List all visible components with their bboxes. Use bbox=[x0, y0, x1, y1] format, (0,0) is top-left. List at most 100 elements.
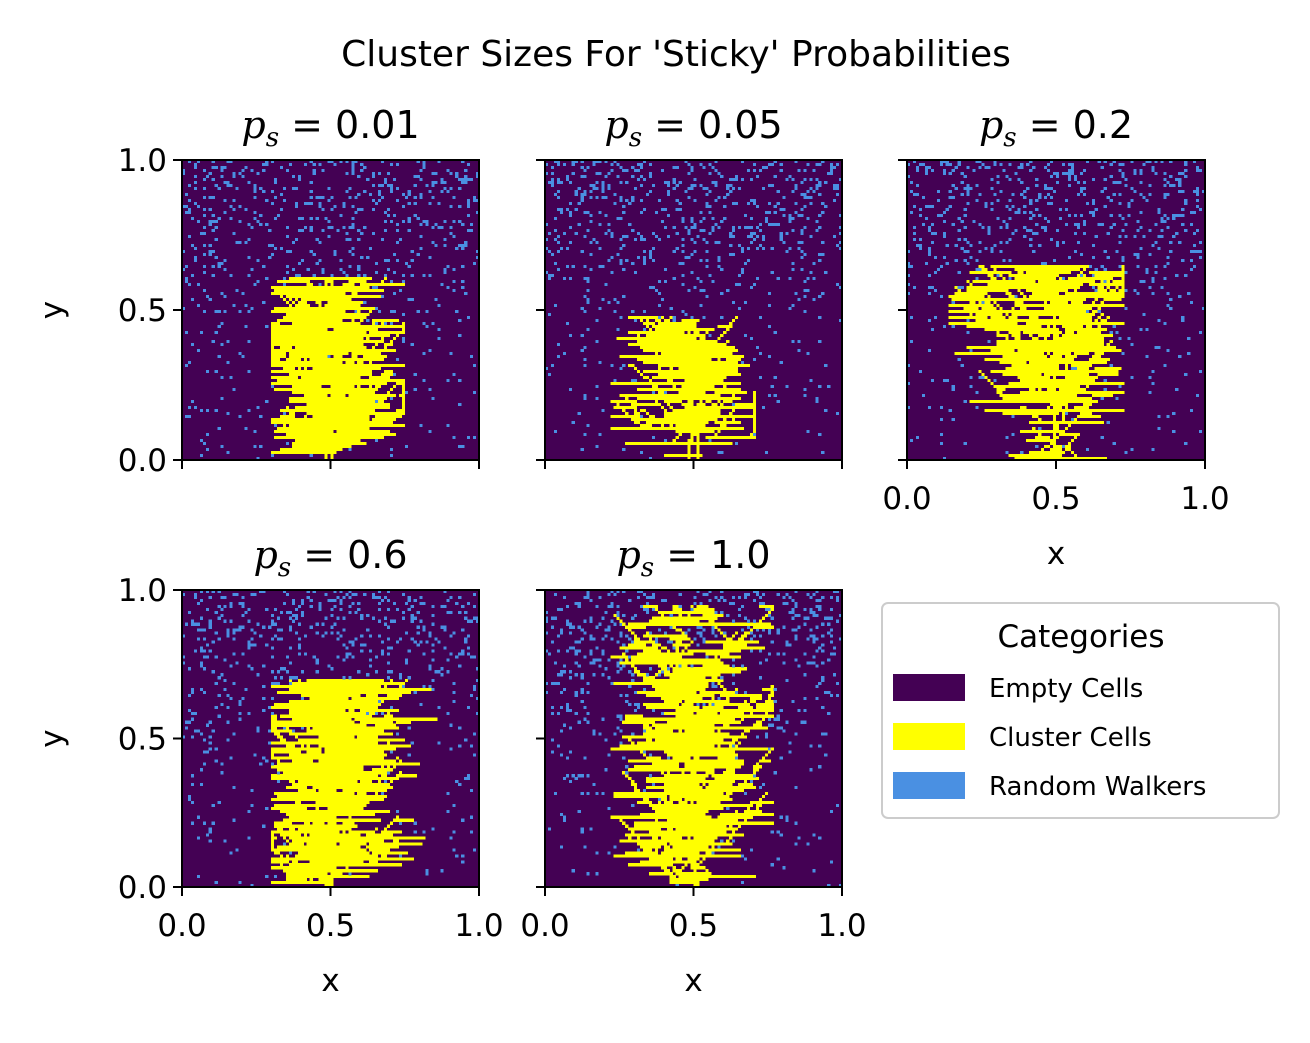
cluster-cell bbox=[720, 424, 724, 428]
cluster-cell bbox=[315, 376, 319, 380]
cluster-cell bbox=[675, 361, 679, 365]
walker-cell bbox=[556, 208, 560, 212]
cluster-cell bbox=[702, 346, 706, 350]
cluster-cell bbox=[330, 307, 334, 311]
walker-cell bbox=[681, 250, 685, 254]
cluster-cell bbox=[378, 289, 382, 293]
walker-cell bbox=[458, 244, 462, 248]
cluster-cell bbox=[681, 442, 685, 446]
cluster-cell bbox=[300, 451, 304, 455]
walker-cell bbox=[363, 226, 367, 230]
walker-cell bbox=[571, 163, 575, 167]
walker-cell bbox=[428, 349, 432, 353]
cluster-cell bbox=[702, 409, 706, 413]
cluster-cell bbox=[645, 334, 650, 338]
walker-cell bbox=[306, 202, 310, 206]
walker-cell bbox=[476, 175, 480, 179]
cluster-cell bbox=[666, 400, 670, 404]
walker-cell bbox=[545, 238, 549, 242]
cluster-cell bbox=[720, 379, 724, 383]
cluster-cell bbox=[696, 451, 700, 455]
cluster-cell bbox=[1085, 385, 1089, 389]
cluster-cell bbox=[1064, 394, 1069, 398]
heatmap-cells bbox=[545, 160, 843, 461]
cluster-cell bbox=[342, 358, 346, 362]
cluster-cell bbox=[696, 328, 700, 332]
cluster-cell bbox=[318, 313, 322, 317]
cluster-cell bbox=[291, 415, 296, 419]
cluster-cell bbox=[363, 415, 367, 419]
cluster-cell bbox=[678, 331, 682, 335]
walker-cell bbox=[455, 310, 459, 314]
walker-cell bbox=[250, 226, 254, 230]
cluster-cell bbox=[660, 337, 664, 341]
cluster-cell bbox=[297, 451, 301, 455]
cluster-cell bbox=[690, 349, 694, 353]
walker-cell bbox=[321, 208, 325, 212]
walker-cell bbox=[545, 163, 549, 167]
walker-cell bbox=[595, 187, 599, 191]
walker-cell bbox=[256, 457, 260, 461]
cluster-cell bbox=[369, 334, 373, 338]
cluster-cell bbox=[1121, 409, 1125, 413]
walker-cell bbox=[767, 184, 771, 188]
walker-cell bbox=[598, 361, 602, 365]
cluster-cell bbox=[297, 334, 301, 338]
cluster-cell bbox=[1044, 397, 1048, 401]
cluster-cell bbox=[696, 457, 700, 461]
cluster-cell bbox=[732, 361, 736, 365]
cluster-cell bbox=[401, 394, 405, 398]
walker-cell bbox=[455, 172, 459, 176]
cluster-cell bbox=[684, 349, 688, 353]
cluster-cell bbox=[1056, 430, 1060, 434]
cluster-cell bbox=[300, 439, 304, 443]
cluster-cell bbox=[280, 286, 284, 290]
cluster-cell bbox=[324, 448, 328, 452]
walker-cell bbox=[187, 211, 192, 215]
cluster-cell bbox=[1056, 400, 1060, 404]
cluster-cell bbox=[681, 376, 685, 380]
cluster-cell bbox=[363, 418, 367, 422]
cluster-cell bbox=[380, 337, 385, 341]
cluster-cell bbox=[297, 343, 301, 347]
cluster-cell bbox=[645, 424, 650, 428]
cluster-cell bbox=[380, 355, 385, 359]
walker-cell bbox=[577, 202, 581, 206]
cluster-cell bbox=[735, 367, 739, 371]
cluster-cell bbox=[648, 346, 653, 350]
cluster-cell bbox=[1041, 430, 1045, 434]
cluster-cell bbox=[357, 391, 361, 395]
cluster-cell bbox=[1085, 457, 1089, 461]
walker-cell bbox=[416, 160, 420, 164]
walker-cell bbox=[211, 265, 215, 269]
walker-cell bbox=[274, 247, 278, 251]
cluster-cell bbox=[330, 388, 334, 392]
walker-cell bbox=[452, 220, 456, 224]
cluster-cell bbox=[1035, 436, 1039, 440]
cluster-cell bbox=[1050, 448, 1054, 452]
cluster-cell bbox=[1088, 415, 1092, 419]
cluster-cell bbox=[354, 364, 358, 368]
walker-cell bbox=[809, 235, 813, 239]
walker-cell bbox=[711, 280, 715, 284]
cluster-cell bbox=[749, 436, 754, 440]
walker-cell bbox=[729, 235, 733, 239]
cluster-cell bbox=[1058, 451, 1063, 455]
walker-cell bbox=[595, 196, 599, 200]
walker-cell bbox=[431, 397, 435, 401]
walker-cell bbox=[259, 187, 263, 191]
walker-cell bbox=[571, 172, 575, 176]
cluster-cell bbox=[705, 349, 709, 353]
walker-cell bbox=[761, 166, 765, 170]
cluster-cell bbox=[654, 340, 659, 344]
cluster-cell bbox=[699, 430, 703, 434]
cluster-cell bbox=[669, 418, 673, 422]
cluster-cell bbox=[1038, 391, 1042, 395]
walker-cell bbox=[318, 202, 322, 206]
cluster-cell bbox=[1011, 394, 1015, 398]
cluster-cell bbox=[300, 376, 304, 380]
walker-cell bbox=[651, 184, 656, 188]
walker-cell bbox=[675, 208, 679, 212]
cluster-cell bbox=[669, 370, 673, 374]
walker-cell bbox=[622, 448, 626, 452]
